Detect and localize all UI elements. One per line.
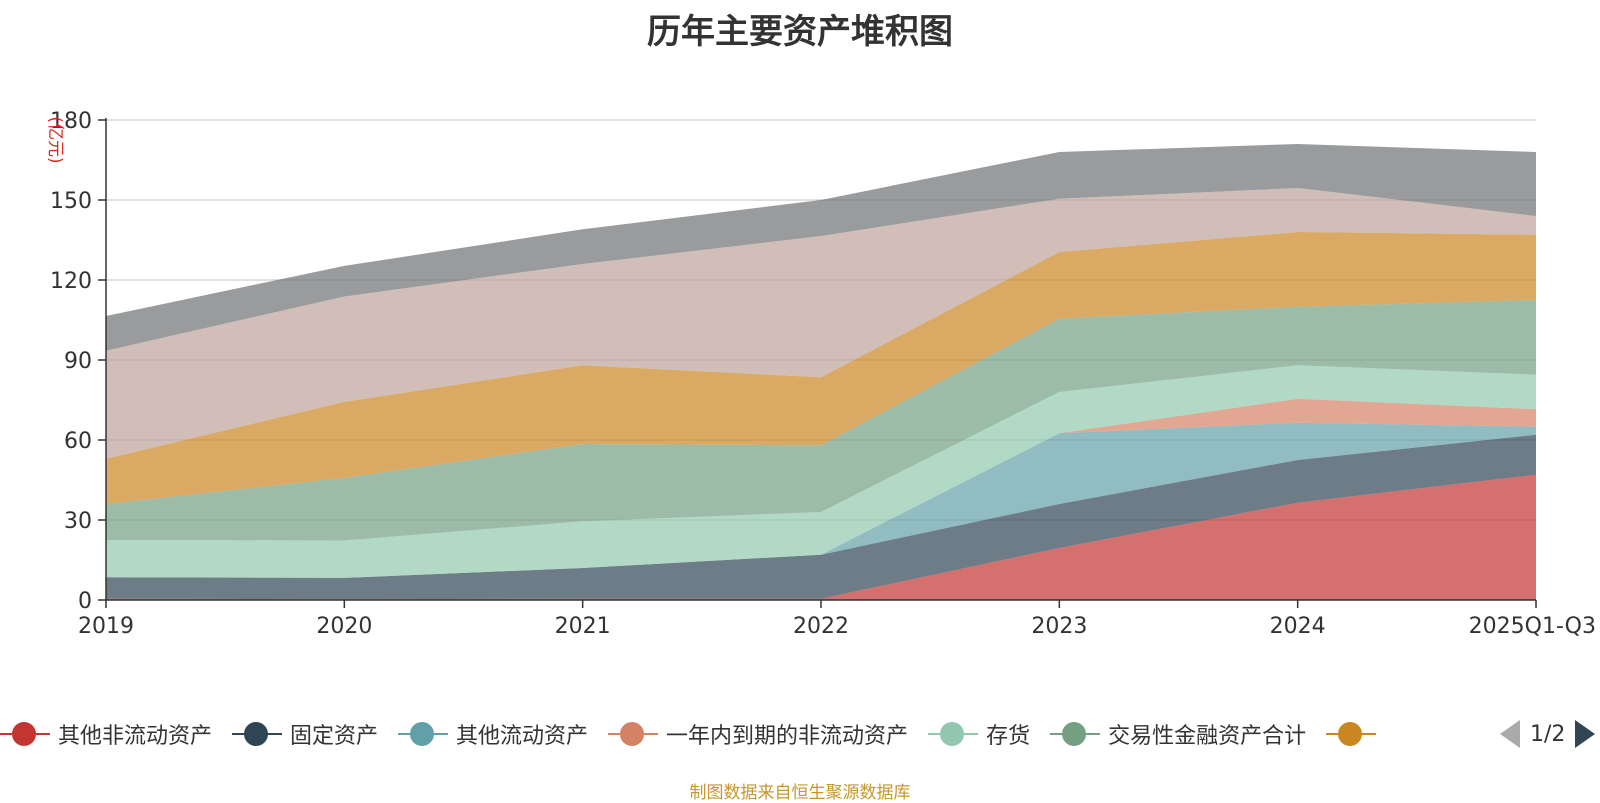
area-series-4 bbox=[106, 398, 1536, 578]
legend-page-indicator: 1/2 bbox=[1530, 721, 1566, 747]
y-tick-label: 150 bbox=[50, 189, 92, 214]
legend-item[interactable]: 一年内到期的非流动资产 bbox=[608, 718, 908, 750]
y-tick-label: 90 bbox=[64, 349, 92, 374]
x-tick-label: 2023 bbox=[1031, 614, 1087, 639]
y-axis-unit-label: (亿元) bbox=[45, 116, 65, 163]
legend-pager: 1/2 bbox=[1500, 714, 1596, 754]
x-tick-label: 2020 bbox=[316, 614, 372, 639]
x-tick-label: 2019 bbox=[78, 614, 134, 639]
legend-marker-icon bbox=[232, 721, 283, 747]
y-tick-label: 0 bbox=[78, 589, 92, 614]
x-tick-label: 2025Q1-Q3 bbox=[1469, 614, 1596, 639]
y-tick-label: 120 bbox=[50, 269, 92, 294]
legend-prev-page-icon[interactable] bbox=[1500, 720, 1520, 748]
legend-item[interactable]: 存货 bbox=[928, 718, 1030, 750]
area-series-5 bbox=[106, 365, 1536, 578]
area-series-1 bbox=[106, 474, 1536, 600]
legend-next-page-icon[interactable] bbox=[1575, 720, 1596, 748]
legend-label: 其他流动资产 bbox=[456, 724, 589, 749]
legend-item[interactable]: 其他流动资产 bbox=[398, 718, 588, 750]
legend-label: 交易性金融资产合计 bbox=[1108, 724, 1307, 749]
chart-title: 历年主要资产堆积图 bbox=[647, 12, 953, 52]
area-series-9 bbox=[106, 144, 1536, 351]
area-series-6 bbox=[106, 300, 1536, 541]
legend-label: 存货 bbox=[986, 724, 1031, 749]
source-note: 制图数据来自恒生聚源数据库 bbox=[689, 783, 911, 803]
area-series-7 bbox=[106, 232, 1536, 504]
legend-label: 固定资产 bbox=[290, 724, 379, 749]
x-tick-label: 2024 bbox=[1270, 614, 1326, 639]
legend-item[interactable] bbox=[1326, 721, 1384, 747]
x-tick-label: 2021 bbox=[555, 614, 611, 639]
legend-marker-icon bbox=[928, 721, 979, 747]
legend-item[interactable]: 固定资产 bbox=[232, 718, 378, 750]
area-series bbox=[106, 144, 1536, 600]
x-tick-label: 2022 bbox=[793, 614, 849, 639]
legend-marker-icon bbox=[398, 721, 449, 747]
legend-item[interactable]: 交易性金融资产合计 bbox=[1050, 718, 1306, 750]
legend-marker-icon bbox=[0, 721, 50, 747]
area-series-8 bbox=[106, 188, 1536, 459]
legend-marker-icon bbox=[1050, 721, 1101, 747]
y-tick-label: 180 bbox=[50, 109, 92, 134]
y-tick-label: 30 bbox=[64, 509, 92, 534]
area-series-3 bbox=[106, 422, 1536, 578]
legend-label: 其他非流动资产 bbox=[58, 724, 213, 749]
y-tick-label: 60 bbox=[64, 429, 92, 454]
axes: 0 30 60 90 120 150 180 2019 2020 2021 2022 2023 2024… bbox=[50, 109, 1596, 639]
legend-marker-icon bbox=[608, 721, 659, 747]
legend: 其他非流动资产 固定资产 其他流动资产 一年内到期的非流动资产 存货 交易性金融资产合计 bbox=[0, 714, 1600, 754]
legend-marker-icon bbox=[1326, 721, 1377, 747]
legend-label: 一年内到期的非流动资产 bbox=[666, 724, 909, 749]
legend-item[interactable]: 其他非流动资产 bbox=[0, 718, 212, 750]
area-series-2 bbox=[106, 434, 1536, 600]
